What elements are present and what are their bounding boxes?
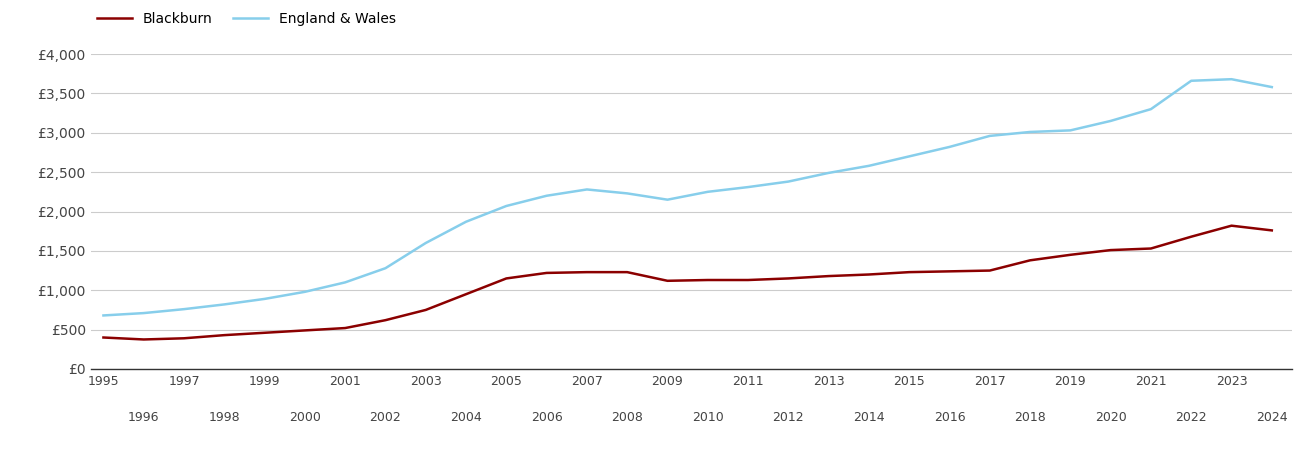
Blackburn bbox=[499, 276, 514, 281]
Blackburn bbox=[539, 270, 555, 275]
Blackburn bbox=[418, 307, 433, 313]
Legend: Blackburn, England & Wales: Blackburn, England & Wales bbox=[91, 7, 402, 32]
Line: Blackburn: Blackburn bbox=[103, 225, 1272, 339]
England & Wales bbox=[1062, 128, 1078, 133]
Text: 2008: 2008 bbox=[611, 411, 643, 423]
Blackburn bbox=[377, 317, 393, 323]
Blackburn bbox=[942, 269, 958, 274]
England & Wales bbox=[136, 310, 151, 316]
Text: 1998: 1998 bbox=[209, 411, 240, 423]
Blackburn bbox=[902, 270, 917, 275]
England & Wales bbox=[1143, 107, 1159, 112]
Line: England & Wales: England & Wales bbox=[103, 79, 1272, 315]
England & Wales bbox=[780, 179, 796, 184]
Blackburn bbox=[257, 330, 273, 335]
England & Wales bbox=[902, 154, 917, 159]
England & Wales bbox=[1022, 129, 1037, 135]
Blackburn bbox=[659, 278, 675, 284]
Text: 2012: 2012 bbox=[773, 411, 804, 423]
England & Wales bbox=[377, 266, 393, 271]
England & Wales bbox=[740, 184, 756, 190]
England & Wales bbox=[176, 306, 192, 312]
Blackburn bbox=[1224, 223, 1240, 228]
Blackburn bbox=[1062, 252, 1078, 257]
Text: 2006: 2006 bbox=[531, 411, 562, 423]
England & Wales bbox=[337, 279, 352, 285]
Text: 2024: 2024 bbox=[1255, 411, 1288, 423]
Text: 2002: 2002 bbox=[369, 411, 402, 423]
England & Wales bbox=[821, 170, 837, 176]
Text: 2010: 2010 bbox=[692, 411, 724, 423]
Text: 2014: 2014 bbox=[853, 411, 885, 423]
Blackburn bbox=[136, 337, 151, 342]
England & Wales bbox=[620, 191, 636, 196]
England & Wales bbox=[458, 219, 474, 225]
England & Wales bbox=[95, 313, 111, 318]
England & Wales bbox=[861, 163, 877, 168]
England & Wales bbox=[699, 189, 715, 194]
England & Wales bbox=[1103, 118, 1118, 124]
Text: 1996: 1996 bbox=[128, 411, 159, 423]
England & Wales bbox=[418, 240, 433, 246]
Blackburn bbox=[821, 273, 837, 279]
Blackburn bbox=[780, 276, 796, 281]
Blackburn bbox=[699, 277, 715, 283]
Blackburn bbox=[95, 335, 111, 340]
Blackburn bbox=[740, 277, 756, 283]
England & Wales bbox=[257, 296, 273, 302]
England & Wales bbox=[579, 187, 595, 192]
England & Wales bbox=[981, 133, 997, 139]
England & Wales bbox=[942, 144, 958, 149]
Blackburn bbox=[861, 272, 877, 277]
England & Wales bbox=[1184, 78, 1199, 84]
England & Wales bbox=[659, 197, 675, 202]
Text: 2020: 2020 bbox=[1095, 411, 1126, 423]
Blackburn bbox=[1022, 257, 1037, 263]
Text: 2016: 2016 bbox=[933, 411, 966, 423]
England & Wales bbox=[539, 193, 555, 198]
Blackburn bbox=[298, 328, 313, 333]
Blackburn bbox=[1103, 248, 1118, 253]
England & Wales bbox=[217, 302, 232, 307]
England & Wales bbox=[298, 289, 313, 294]
England & Wales bbox=[1224, 76, 1240, 82]
Blackburn bbox=[458, 292, 474, 297]
England & Wales bbox=[1265, 84, 1280, 90]
Blackburn bbox=[579, 270, 595, 275]
Blackburn bbox=[1265, 228, 1280, 233]
Text: 2004: 2004 bbox=[450, 411, 482, 423]
Blackburn bbox=[620, 270, 636, 275]
Text: 2022: 2022 bbox=[1176, 411, 1207, 423]
Blackburn bbox=[176, 336, 192, 341]
Text: 2000: 2000 bbox=[288, 411, 321, 423]
Blackburn bbox=[217, 333, 232, 338]
Blackburn bbox=[1143, 246, 1159, 251]
Blackburn bbox=[1184, 234, 1199, 239]
England & Wales bbox=[499, 203, 514, 209]
Blackburn bbox=[337, 325, 352, 331]
Text: 2018: 2018 bbox=[1014, 411, 1045, 423]
Blackburn bbox=[981, 268, 997, 273]
